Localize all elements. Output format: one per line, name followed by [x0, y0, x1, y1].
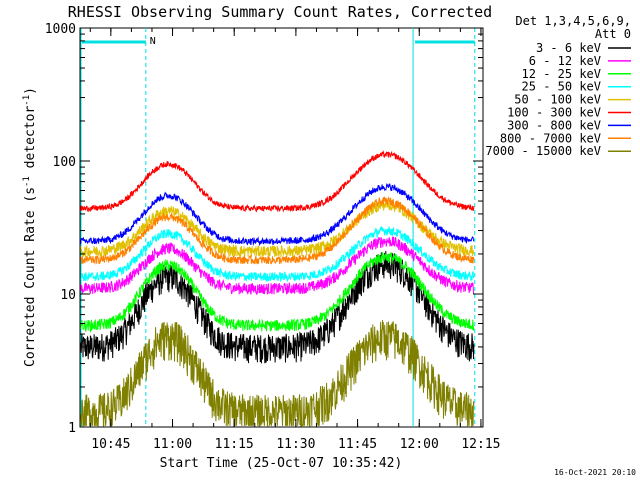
- x-axis-label: Start Time (25-Oct-07 10:35:42): [160, 456, 403, 471]
- series-line: [80, 250, 475, 364]
- generation-timestamp: 16-Oct-2021 20:10: [554, 468, 636, 477]
- y-axis-label: Corrected Count Rate (s-1 detector-1): [22, 87, 38, 367]
- series-line: [80, 199, 475, 258]
- x-tick-label: 10:45: [91, 437, 130, 452]
- series-lines: [80, 150, 475, 428]
- y-axis-tick-labels: 1 10 100 1000: [45, 22, 76, 436]
- series-line: [80, 252, 475, 333]
- x-tick-label: 11:45: [338, 437, 377, 452]
- x-tick-label: 11:30: [276, 437, 315, 452]
- series-line: [80, 225, 474, 283]
- chart-title: RHESSI Observing Summary Count Rates, Co…: [68, 3, 492, 21]
- y-tick-label: 1: [68, 421, 76, 436]
- legend-item-label: 12 - 25 keV: [522, 67, 601, 81]
- plot-frame: [79, 27, 484, 428]
- legend-item-label: 25 - 50 keV: [522, 80, 601, 94]
- legend-item-label: 50 - 100 keV: [514, 93, 601, 107]
- legend-item-label: 7000 - 15000 keV: [485, 144, 601, 158]
- x-tick-label: 11:15: [215, 437, 254, 452]
- y-tick-label: 1000: [45, 22, 76, 37]
- plot-area: N: [79, 27, 484, 428]
- y-tick-label: 100: [53, 155, 76, 170]
- legend-item-label: 3 - 6 keV: [536, 41, 601, 55]
- series-line: [80, 236, 475, 296]
- x-axis-tick-labels: 10:45 11:00 11:15 11:30 11:45 12:00 12:15: [91, 437, 500, 452]
- y-tick-label: 10: [60, 288, 76, 303]
- series-line: [80, 150, 475, 213]
- legend-item-label: 800 - 7000 keV: [500, 131, 601, 145]
- series-line: [80, 182, 475, 246]
- x-tick-label: 12:15: [461, 437, 500, 452]
- legend-header-line2: Att 0: [595, 27, 631, 41]
- y-axis-label-end: ): [23, 87, 38, 95]
- x-tick-label: 12:00: [400, 437, 439, 452]
- y-axis-label-sup2: -1: [22, 95, 32, 106]
- legend-item-label: 100 - 300 keV: [507, 106, 601, 120]
- night-marker-label: N: [150, 36, 156, 47]
- legend-item-label: 300 - 800 keV: [507, 118, 601, 132]
- x-tick-label: 11:00: [153, 437, 192, 452]
- series-line: [80, 196, 475, 265]
- y-axis-label-sup1: -1: [22, 176, 32, 187]
- series-line: [80, 320, 475, 428]
- y-axis-label-mid: detector: [23, 106, 38, 177]
- axis-ticks: [80, 27, 483, 428]
- legend-header-line1: Det 1,3,4,5,6,9,: [515, 14, 631, 28]
- y-axis-label-main: Corrected Count Rate (s: [23, 187, 38, 367]
- legend-item-label: 6 - 12 keV: [529, 54, 601, 68]
